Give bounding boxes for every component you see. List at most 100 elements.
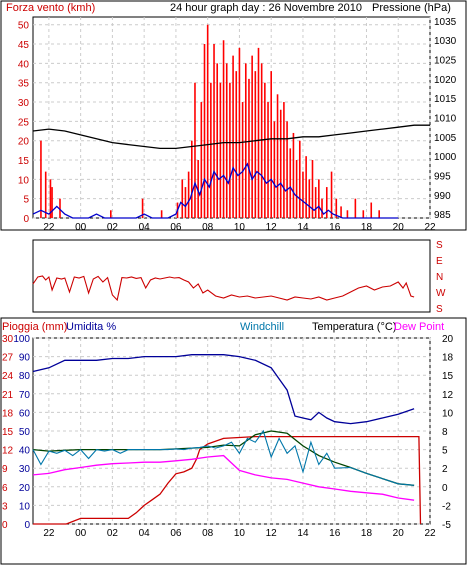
rain-y-tick: 12 — [2, 446, 14, 457]
wind-chart-title: 24 hour graph day : 26 Novembre 2010 — [170, 2, 362, 14]
humidity-line — [32, 354, 415, 425]
wind-x-tick: 20 — [393, 222, 405, 233]
temperature-y-tick: -5 — [442, 520, 451, 531]
direction-tick: N — [436, 272, 443, 283]
pressure-y-tick: 1000 — [434, 152, 457, 163]
wind-y-tick: 45 — [18, 40, 30, 51]
rain-x-tick: 16 — [329, 528, 341, 539]
humidity-y-tick: 20 — [19, 483, 31, 494]
rain-y-tick: 0 — [2, 520, 8, 531]
wind-x-tick: 18 — [361, 222, 373, 233]
rain-x-tick: 12 — [266, 528, 278, 539]
rain-y-tick: 27 — [2, 353, 14, 364]
temperature-y-tick: 20 — [442, 334, 454, 345]
temperature-y-tick: 8 — [442, 427, 448, 438]
rain-x-tick: 00 — [75, 528, 87, 539]
wind-series-group — [32, 24, 430, 219]
rain-x-tick: 20 — [393, 528, 405, 539]
rain-line — [33, 435, 422, 525]
temperature-y-tick: 15 — [442, 371, 454, 382]
humidity-y-tick: 70 — [19, 390, 31, 401]
rain-x-tick: 22 — [43, 528, 55, 539]
pressure-line — [32, 124, 430, 150]
direction-line — [32, 275, 415, 302]
rain-y-tick: 18 — [2, 408, 14, 419]
direction-series-group — [32, 275, 415, 302]
wind-y-tick: 10 — [18, 175, 30, 186]
pressure-y-tick: 1030 — [434, 36, 457, 47]
wind-x-tick: 14 — [297, 222, 309, 233]
rain-y-tick: 24 — [2, 371, 14, 382]
wind-x-tick: 00 — [75, 222, 87, 233]
wind-y-tick: 50 — [18, 21, 30, 32]
temperature-y-tick: 12 — [442, 390, 454, 401]
direction-tick: S — [436, 304, 443, 315]
direction-tick: W — [436, 288, 446, 299]
rain-x-tick: 10 — [234, 528, 246, 539]
wind-y-tick: 25 — [18, 117, 30, 128]
wind-x-tick: 04 — [139, 222, 151, 233]
wind-y-tick: 40 — [18, 59, 30, 70]
wind-x-tick: 08 — [202, 222, 214, 233]
wind-axis-title: Forza vento (kmh) — [6, 2, 95, 14]
wind-x-tick: 10 — [234, 222, 246, 233]
wind-x-tick: 02 — [107, 222, 119, 233]
rain-y-tick: 3 — [2, 501, 8, 512]
rain-x-tick: 22 — [424, 528, 436, 539]
humidity-axis-title: Umidita % — [66, 321, 116, 333]
humidity-y-tick: 80 — [19, 371, 31, 382]
rain-series-group — [32, 354, 422, 525]
rain-y-tick: 6 — [2, 483, 8, 494]
direction-tick: E — [436, 256, 443, 267]
pressure-y-tick: 1015 — [434, 94, 457, 105]
wind-plot-area — [32, 16, 431, 219]
temperature-y-tick: 2 — [442, 464, 448, 475]
pressure-y-tick: 1025 — [434, 56, 457, 67]
wind-x-tick: 16 — [329, 222, 341, 233]
temperature-axis-title: Temperatura (°C) — [312, 321, 396, 333]
windchill-line — [32, 429, 415, 486]
panel-wind-border — [0, 0, 467, 231]
humidity-y-tick: 50 — [19, 427, 31, 438]
pressure-y-tick: 1035 — [434, 17, 457, 28]
wind-y-tick: 30 — [18, 98, 30, 109]
wind-y-tick: 20 — [18, 137, 30, 148]
pressure-y-tick: 1010 — [434, 114, 457, 125]
tick-labels: 22 00 02 04 06 08 10 12 14 16 18 20 2205101520253035… — [2, 17, 457, 539]
dewpoint-label: Dew Point — [394, 321, 444, 333]
humidity-y-tick: 30 — [19, 464, 31, 475]
direction-tick: S — [436, 240, 443, 251]
humidity-y-tick: 40 — [19, 446, 31, 457]
pressure-y-tick: 990 — [434, 191, 451, 202]
rain-x-tick: 18 — [361, 528, 373, 539]
rain-y-tick: 21 — [2, 390, 14, 401]
rain-x-tick: 08 — [202, 528, 214, 539]
rain-x-tick: 06 — [170, 528, 182, 539]
temperature-y-tick: 10 — [442, 408, 454, 419]
pressure-y-tick: 985 — [434, 210, 451, 221]
windchill-label: Windchill — [240, 321, 284, 333]
gust-line — [32, 162, 399, 219]
wind-x-tick: 06 — [170, 222, 182, 233]
humidity-y-tick: 60 — [19, 408, 31, 419]
humidity-y-tick: 10 — [19, 501, 31, 512]
rain-x-tick: 02 — [107, 528, 119, 539]
rain-y-tick: 9 — [2, 464, 8, 475]
temperature-y-tick: 18 — [442, 353, 454, 364]
rain-y-tick: 30 — [2, 334, 14, 345]
humidity-y-tick: 100 — [13, 334, 30, 345]
wind-grid — [33, 17, 431, 219]
rain-axis-title: Pioggia (mm) — [2, 321, 67, 333]
panel-rain-border — [0, 317, 467, 565]
wind-x-tick: 12 — [266, 222, 278, 233]
rain-x-tick: 14 — [297, 528, 309, 539]
temperature-y-tick: 5 — [442, 446, 448, 457]
pressure-y-tick: 1005 — [434, 133, 457, 144]
dewpoint-line — [32, 454, 415, 501]
humidity-y-tick: 0 — [24, 520, 30, 531]
wind-y-tick: 35 — [18, 79, 30, 90]
temperature-y-tick: -2 — [442, 501, 451, 512]
direction-plot-area — [32, 239, 431, 313]
